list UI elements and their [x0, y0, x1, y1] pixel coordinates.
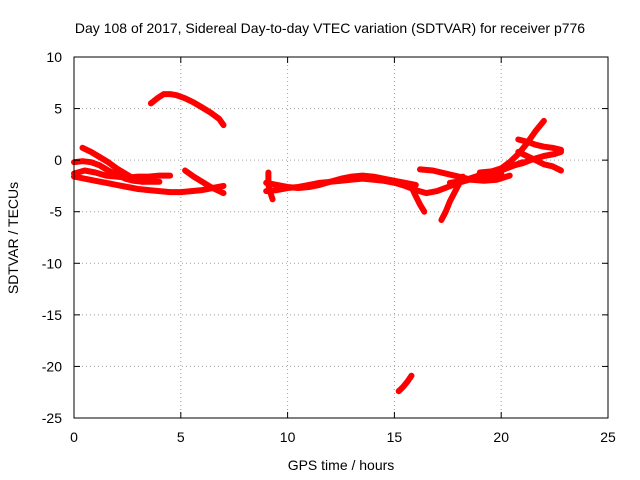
grid-lines	[74, 57, 608, 418]
series-trace-3	[71, 173, 227, 196]
y-tick-label: -5	[50, 204, 63, 220]
series-trace-9	[265, 169, 276, 203]
series-trace-5	[79, 144, 146, 185]
x-tick-label: 15	[387, 429, 403, 445]
data-series-group	[71, 91, 564, 395]
y-tick-label: 10	[46, 49, 62, 65]
y-tick-label: 5	[54, 101, 62, 117]
chart-title: Day 108 of 2017, Sidereal Day-to-day VTE…	[75, 20, 585, 36]
y-tick-label: 0	[54, 152, 62, 168]
series-trace-10	[408, 184, 428, 215]
series-trace-15	[515, 136, 564, 153]
series-trace-1	[147, 91, 227, 129]
x-tick-label: 20	[493, 429, 509, 445]
y-tick-label: -20	[42, 358, 62, 374]
x-tick-label: 0	[70, 429, 78, 445]
x-tick-label: 10	[280, 429, 296, 445]
series-trace-6	[182, 167, 227, 197]
plot-frame	[73, 56, 609, 419]
y-tick-label: -15	[42, 307, 62, 323]
series-trace-18	[476, 159, 526, 176]
x-tick-label: 5	[177, 429, 185, 445]
series-trace-17	[515, 148, 564, 174]
axis-ticks	[73, 56, 609, 419]
y-tick-label: -25	[42, 410, 62, 426]
y-axis-title: SDTVAR / TECUs	[5, 182, 21, 294]
x-axis-title: GPS time / hours	[288, 457, 395, 473]
x-tick-label: 25	[600, 429, 616, 445]
series-trace-11	[395, 372, 415, 395]
series-trace-14	[446, 117, 547, 186]
y-tick-label: -10	[42, 255, 62, 271]
series-trace-8	[263, 172, 419, 191]
tick-labels: 0 5 10 15 20 25 -25 -20 -15 -10 -5 0 5 10	[42, 49, 616, 445]
